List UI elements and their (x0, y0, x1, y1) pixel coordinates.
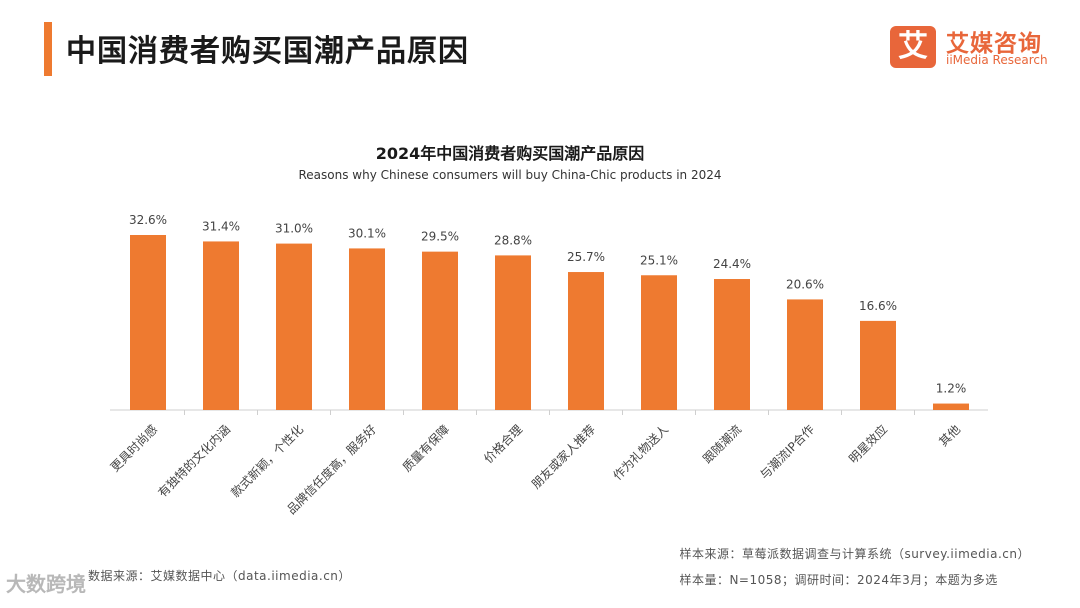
watermark: 大数跨境 (6, 572, 86, 596)
category-label-0: 更具时尚感 (107, 422, 160, 475)
category-label-1: 有独特的文化内涵 (155, 422, 233, 500)
bar-9 (787, 299, 823, 410)
chart-title: 2024年中国消费者购买国潮产品原因 (375, 144, 645, 163)
sample-size-note: 样本量：N=1058；调研时间：2024年3月；本题为多选 (679, 573, 998, 587)
sample-info-block: 样本来源：草莓派数据调查与计算系统（survey.iimedia.cn） 样本量… (679, 541, 1030, 593)
bar-7 (641, 275, 677, 410)
sample-source-note: 样本来源：草莓派数据调查与计算系统（survey.iimedia.cn） (679, 547, 1030, 561)
value-label-1: 31.4% (202, 219, 240, 233)
category-label-7: 作为礼物送人 (610, 422, 672, 484)
value-label-2: 31.0% (275, 222, 313, 236)
bar-0 (130, 235, 166, 410)
bar-11 (933, 403, 969, 410)
title-accent-bar (44, 22, 52, 76)
value-label-8: 24.4% (713, 257, 751, 271)
category-label-6: 朋友或家人推荐 (528, 422, 598, 492)
data-source-note: 数据来源：艾媒数据中心（data.iimedia.cn） (88, 569, 351, 583)
category-label-2: 款式新颖，个性化 (228, 422, 306, 500)
bar-3 (349, 248, 385, 410)
logo-mark-icon: 艾 (890, 26, 936, 68)
value-label-0: 32.6% (129, 213, 167, 227)
value-label-3: 30.1% (348, 226, 386, 240)
value-label-7: 25.1% (640, 253, 678, 267)
category-label-10: 明星效应 (846, 422, 891, 467)
category-label-5: 价格合理 (481, 422, 526, 467)
bar-6 (568, 272, 604, 410)
chart-subtitle: Reasons why Chinese consumers will buy C… (298, 168, 722, 182)
value-label-6: 25.7% (567, 250, 605, 264)
category-label-11: 其他 (936, 422, 963, 449)
category-label-4: 质量有保障 (399, 422, 452, 475)
logo-name-en: iiMedia Research (946, 53, 1048, 67)
logo-name-cn: 艾媒咨询 (946, 31, 1042, 57)
bar-5 (495, 255, 531, 410)
value-label-10: 16.6% (859, 299, 897, 313)
iimedia-logo: 艾 艾媒咨询 iiMedia Research (890, 26, 1062, 72)
value-label-11: 1.2% (936, 382, 967, 396)
bar-4 (422, 251, 458, 410)
value-label-9: 20.6% (786, 277, 824, 291)
category-label-8: 跟随潮流 (700, 422, 745, 467)
bar-10 (860, 320, 896, 410)
bar-1 (203, 241, 239, 410)
bar-2 (276, 243, 312, 410)
category-label-9: 与潮流IP合作 (756, 422, 817, 483)
page-title: 中国消费者购买国潮产品原因 (66, 34, 469, 69)
value-label-5: 28.8% (494, 233, 532, 247)
bar-8 (714, 279, 750, 410)
value-label-4: 29.5% (421, 230, 459, 244)
